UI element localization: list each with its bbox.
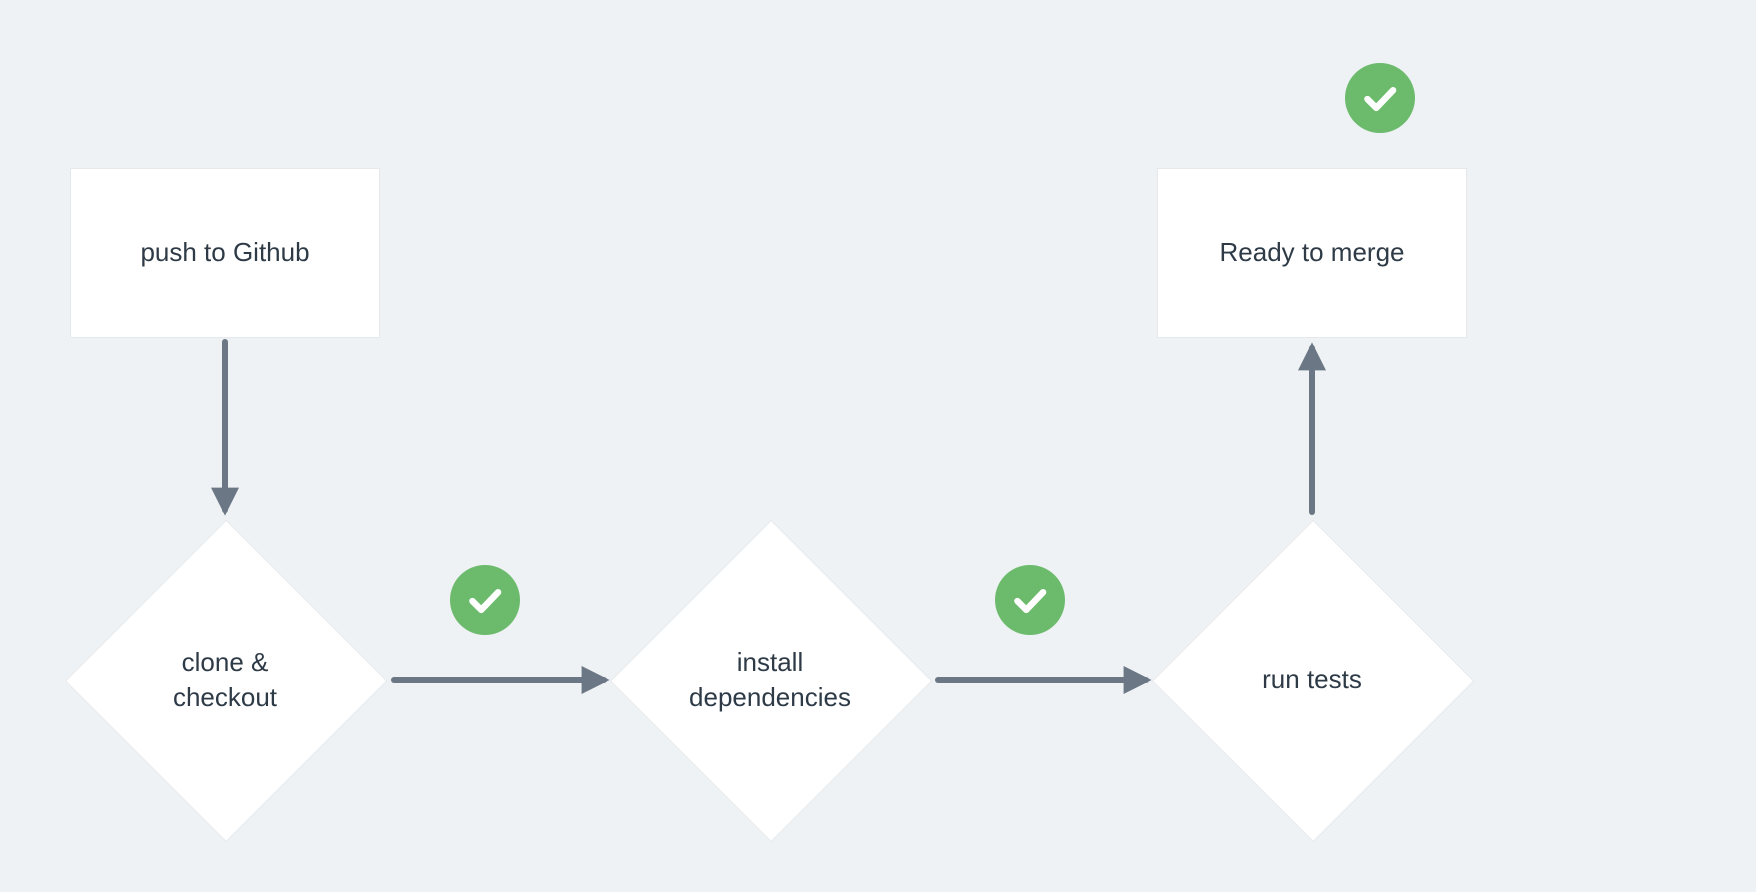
node-push: push to Github <box>70 168 380 338</box>
check-icon <box>1345 63 1415 133</box>
node-install-label: install dependencies <box>610 520 930 840</box>
node-push-label: push to Github <box>140 235 309 270</box>
node-tests-label: run tests <box>1152 520 1472 840</box>
node-ready-label: Ready to merge <box>1220 235 1405 270</box>
check-icon <box>995 565 1065 635</box>
node-clone: clone & checkout <box>65 520 385 840</box>
node-install: install dependencies <box>610 520 930 840</box>
flowchart-canvas: push to Github Ready to merge clone & chec… <box>0 0 1756 892</box>
node-clone-label: clone & checkout <box>65 520 385 840</box>
node-tests: run tests <box>1152 520 1472 840</box>
node-ready: Ready to merge <box>1157 168 1467 338</box>
check-icon <box>450 565 520 635</box>
